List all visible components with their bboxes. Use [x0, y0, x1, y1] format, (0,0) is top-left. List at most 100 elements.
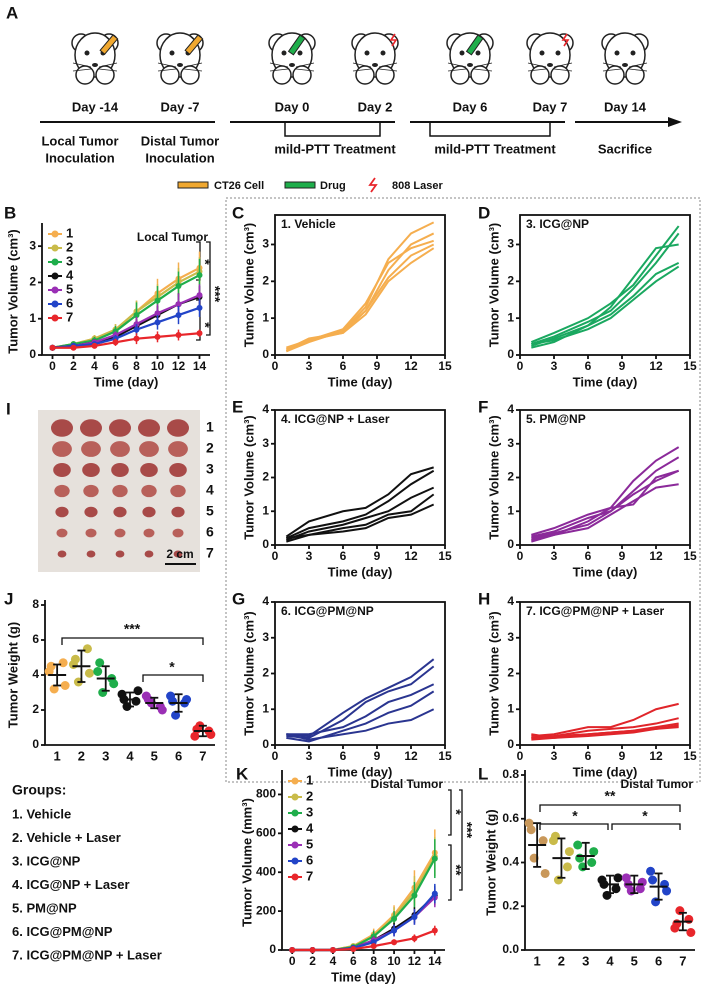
data-point — [648, 875, 658, 885]
data-point — [611, 884, 621, 894]
legend-marker — [51, 286, 59, 294]
legend-label: 4 — [66, 267, 74, 282]
y-tick-label: 2 — [507, 273, 514, 287]
series-line — [531, 232, 680, 345]
x-axis-label: Time (day) — [328, 374, 393, 389]
significance-bracket — [448, 789, 452, 836]
day-label: Day -7 — [160, 99, 199, 114]
legend-label: 5 — [306, 836, 313, 851]
series-line — [286, 239, 434, 349]
x-tick-label: 3 — [306, 749, 313, 763]
x-tick-label: 14 — [428, 954, 442, 968]
legend-label: 2 — [306, 788, 313, 803]
groups-title: Groups: — [12, 782, 66, 798]
data-point — [168, 696, 178, 706]
series-line — [292, 929, 436, 952]
stage-label: Sacrifice — [598, 141, 652, 156]
data-point — [329, 947, 336, 953]
x-tick-label: 0 — [517, 549, 524, 563]
panel-label: J — [4, 589, 13, 608]
x-tick-label: 6 — [112, 359, 119, 373]
x-tick-label: 0 — [289, 954, 296, 968]
tumor — [52, 441, 72, 457]
y-tick-label: 0.6 — [502, 811, 519, 825]
tumor — [57, 550, 67, 558]
series-line — [531, 261, 680, 347]
y-tick-label: 2 — [262, 666, 269, 680]
tumor — [53, 462, 71, 478]
y-tick-label: 0.4 — [502, 855, 519, 869]
significance-label: *** — [124, 621, 141, 637]
tumor — [172, 528, 184, 538]
day-label: Day -14 — [72, 99, 119, 114]
x-tick-label: 6 — [340, 749, 347, 763]
x-axis-label: Time (day) — [573, 564, 638, 579]
x-tick-label: 12 — [404, 749, 418, 763]
group-item: 3. ICG@NP — [12, 853, 81, 868]
y-axis-label: Tumor Weight (g) — [483, 809, 498, 915]
x-tick-label: 3 — [582, 953, 589, 968]
x-tick-label: 6 — [585, 359, 592, 373]
significance-label: * — [572, 808, 578, 824]
photo-row-label: 7 — [206, 545, 214, 561]
x-tick-label: 8 — [133, 359, 140, 373]
tumor — [55, 506, 69, 518]
group-item: 5. PM@NP — [12, 900, 77, 915]
mouse-icon — [446, 32, 494, 85]
photo-row-label: 6 — [206, 524, 214, 540]
data-point — [131, 696, 141, 706]
tumor — [169, 462, 187, 478]
x-tick-label: 8 — [370, 954, 377, 968]
x-tick-label: 6 — [175, 748, 182, 763]
dotted-frame — [225, 197, 701, 783]
legend-marker — [291, 825, 299, 833]
legend-label: 4 — [306, 820, 314, 835]
photo-row-label: 4 — [206, 482, 214, 498]
legend-label: 7 — [66, 309, 73, 324]
data-point — [49, 344, 56, 351]
timeline-arrow — [668, 117, 682, 127]
y-axis-label: Tumor Volume (cm³) — [486, 223, 501, 347]
tumor — [138, 419, 160, 437]
significance-bracket — [539, 823, 609, 830]
x-tick-label: 15 — [683, 749, 697, 763]
stage-label: Distal Tumor — [141, 133, 220, 148]
scale-label: 2 cm — [166, 547, 193, 561]
series-line — [531, 265, 680, 345]
x-axis-label: Time (day) — [94, 374, 159, 389]
data-point — [562, 862, 572, 872]
data-point — [350, 946, 357, 953]
series-line — [531, 456, 680, 538]
data-point — [526, 825, 536, 835]
y-tick-label: 4 — [32, 667, 39, 681]
y-tick-label: 6 — [32, 632, 39, 646]
data-point — [550, 831, 560, 841]
data-point — [95, 658, 105, 668]
data-point — [133, 335, 140, 342]
tumor — [113, 506, 127, 518]
y-tick-label: 0.8 — [502, 767, 519, 781]
x-tick-label: 12 — [649, 749, 663, 763]
series-line — [531, 446, 680, 536]
day-label: Day 2 — [358, 99, 393, 114]
significance-label: * — [169, 659, 175, 675]
panel-label: A — [6, 3, 18, 22]
chart-title: Distal Tumor — [371, 777, 444, 791]
significance-label: * — [642, 808, 648, 824]
legend-label: 1 — [306, 772, 313, 787]
tumor — [139, 441, 159, 457]
chart-title: 7. ICG@PM@NP + Laser — [526, 604, 665, 618]
y-axis-label: Tumor Volume (mm³) — [239, 798, 254, 927]
x-tick-label: 14 — [193, 359, 207, 373]
legend-text: CT26 Cell — [214, 180, 264, 192]
photo-row-label: 1 — [206, 419, 214, 435]
data-point — [391, 939, 398, 946]
series-line — [286, 658, 435, 738]
significance-bracket — [61, 637, 204, 645]
data-point — [133, 686, 143, 696]
x-tick-label: 0 — [272, 749, 279, 763]
x-tick-label: 4 — [330, 954, 337, 968]
x-tick-label: 3 — [551, 549, 558, 563]
series-line — [531, 243, 679, 349]
x-tick-label: 4 — [126, 748, 134, 763]
